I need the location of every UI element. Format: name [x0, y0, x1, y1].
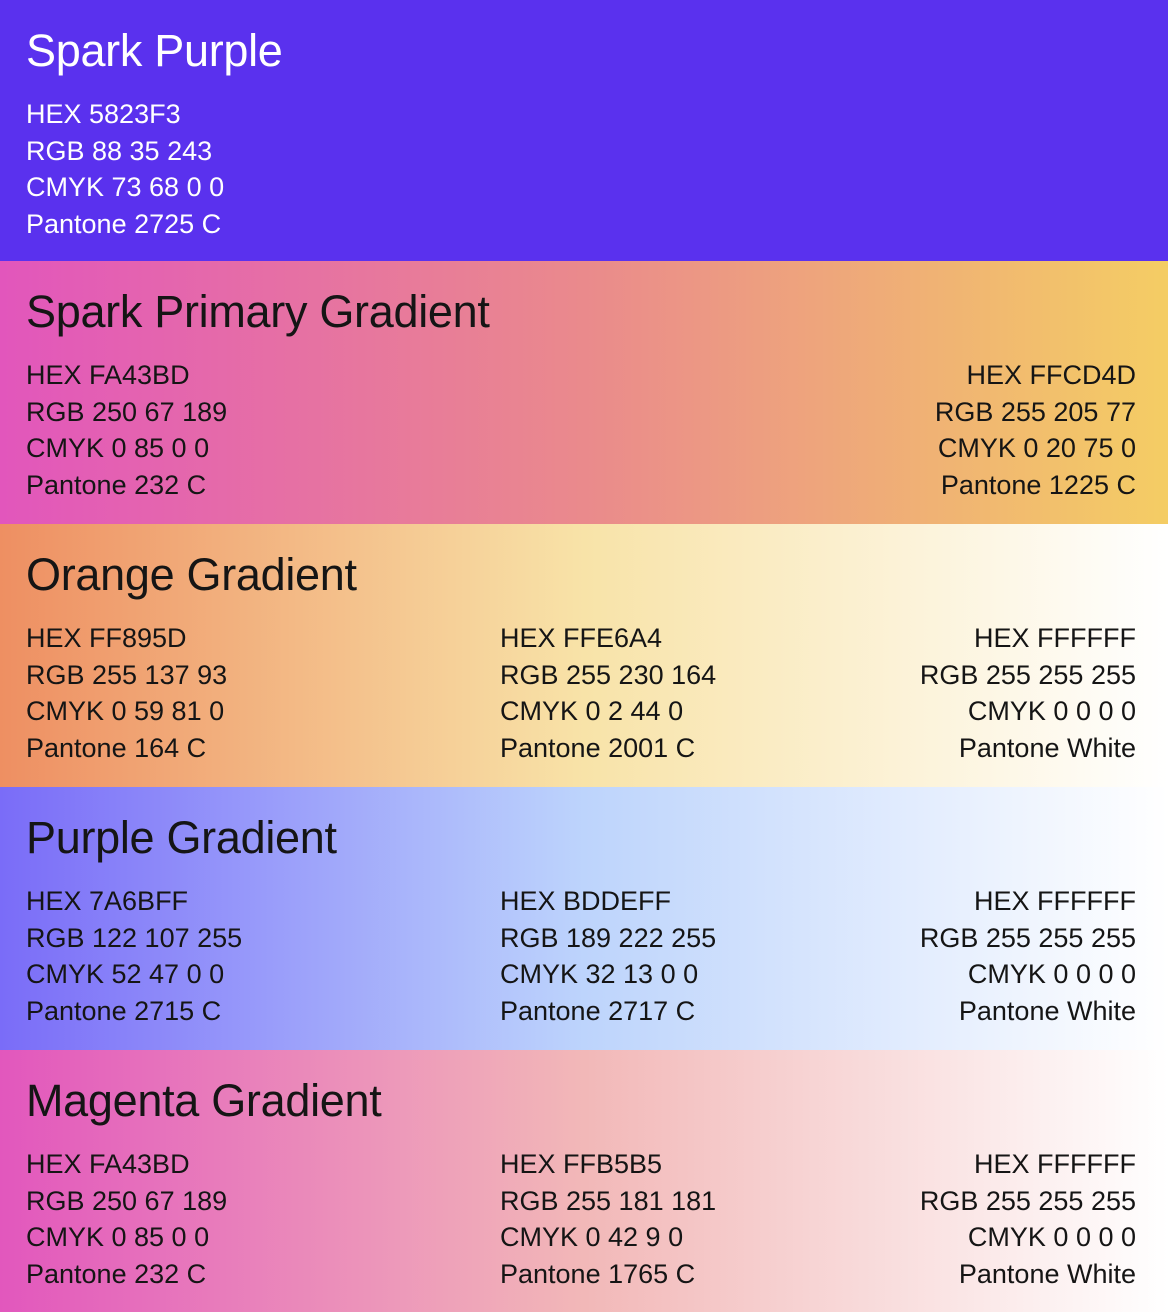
swatch-specs: HEX 5823F3 RGB 88 35 243 CMYK 73 68 0 0 Pan… [26, 96, 1136, 246]
pantone-value: Pantone White [958, 733, 1136, 764]
pantone-value: Pantone 2717 C [500, 996, 696, 1027]
swatch-specs: HEX FA43BD RGB 250 67 189 CMYK 0 85 0 0 Pan… [26, 357, 1136, 507]
section-title: Purple Gradient [26, 812, 337, 863]
hex-value: HEX FFE6A4 [500, 623, 663, 653]
cmyk-value: CMYK 0 0 0 0 [967, 959, 1136, 990]
swatch-spec: HEX 7A6BFF RGB 122 107 255 CMYK 52 47 0 0 P… [26, 883, 242, 1030]
cmyk-value: CMYK 52 47 0 0 [26, 959, 225, 990]
section-title: Magenta Gradient [26, 1075, 382, 1126]
cmyk-value: CMYK 0 0 0 0 [967, 1222, 1136, 1253]
swatch-spec: HEX FFE6A4 RGB 255 230 164 CMYK 0 2 44 0 Pa… [500, 620, 716, 767]
swatch-spec: HEX FA43BD RGB 250 67 189 CMYK 0 85 0 0 Pan… [26, 357, 227, 504]
cmyk-value: CMYK 0 42 9 0 [500, 1222, 684, 1253]
hex-value: HEX BDDEFF [500, 886, 672, 916]
section-title: Spark Purple [26, 25, 283, 76]
cmyk-value: CMYK 0 85 0 0 [26, 1222, 210, 1253]
hex-value: HEX FA43BD [26, 360, 190, 390]
rgb-value: RGB 255 230 164 [500, 659, 717, 690]
color-section-purple-gradient: Purple Gradient HEX 7A6BFF RGB 122 107 255… [0, 787, 1168, 1050]
pantone-value: Pantone 2001 C [500, 733, 696, 764]
swatch-spec: HEX FF895D RGB 255 137 93 CMYK 0 59 81 0 Pa… [26, 620, 227, 767]
swatch-spec: HEX BDDEFF RGB 189 222 255 CMYK 32 13 0 0 P… [500, 883, 716, 1030]
cmyk-value: CMYK 32 13 0 0 [500, 959, 699, 990]
swatch-spec: HEX FA43BD RGB 250 67 189 CMYK 0 85 0 0 Pan… [26, 1146, 227, 1293]
color-section-spark-purple: Spark Purple HEX 5823F3 RGB 88 35 243 CMYK … [0, 0, 1168, 261]
color-section-orange-gradient: Orange Gradient HEX FF895D RGB 255 137 93 C… [0, 524, 1168, 787]
swatch-spec: HEX 5823F3 RGB 88 35 243 CMYK 73 68 0 0 Pan… [26, 96, 224, 243]
hex-value: HEX FA43BD [26, 1149, 190, 1179]
hex-value: HEX FF895D [26, 623, 187, 653]
hex-value: HEX FFFFFF [974, 623, 1136, 653]
hex-value: HEX FFFFFF [974, 886, 1136, 916]
swatch-spec: HEX FFCD4D RGB 255 205 77 CMYK 0 20 75 0 Pa… [935, 357, 1136, 504]
rgb-value: RGB 250 67 189 [26, 1185, 228, 1216]
color-section-magenta-gradient: Magenta Gradient HEX FA43BD RGB 250 67 189… [0, 1050, 1168, 1312]
cmyk-value: CMYK 0 85 0 0 [26, 433, 210, 464]
swatch-specs: HEX FA43BD RGB 250 67 189 CMYK 0 85 0 0 Pan… [26, 1146, 1136, 1296]
swatch-spec: HEX FFFFFF RGB 255 255 255 CMYK 0 0 0 0 Pan… [920, 620, 1136, 767]
rgb-value: RGB 255 137 93 [26, 659, 228, 690]
pantone-value: Pantone 232 C [26, 470, 207, 501]
swatch-specs: HEX FF895D RGB 255 137 93 CMYK 0 59 81 0 Pa… [26, 620, 1136, 770]
hex-value: HEX FFCD4D [966, 360, 1136, 390]
section-title: Orange Gradient [26, 549, 357, 600]
rgb-value: RGB 250 67 189 [26, 396, 228, 427]
cmyk-value: CMYK 0 20 75 0 [937, 433, 1136, 464]
rgb-value: RGB 255 205 77 [934, 396, 1136, 427]
rgb-value: RGB 122 107 255 [26, 922, 243, 953]
rgb-value: RGB 88 35 243 [26, 135, 213, 166]
hex-value: HEX FFB5B5 [500, 1149, 663, 1179]
pantone-value: Pantone 2715 C [26, 996, 222, 1027]
swatch-specs: HEX 7A6BFF RGB 122 107 255 CMYK 52 47 0 0 P… [26, 883, 1136, 1033]
hex-value: HEX 7A6BFF [26, 886, 189, 916]
rgb-value: RGB 189 222 255 [500, 922, 717, 953]
pantone-value: Pantone 1765 C [500, 1259, 696, 1290]
swatch-spec: HEX FFFFFF RGB 255 255 255 CMYK 0 0 0 0 Pan… [920, 883, 1136, 1030]
swatch-spec: HEX FFB5B5 RGB 255 181 181 CMYK 0 42 9 0 Pa… [500, 1146, 716, 1293]
rgb-value: RGB 255 255 255 [919, 1185, 1136, 1216]
color-section-spark-primary-gradient: Spark Primary Gradient HEX FA43BD RGB 250 … [0, 261, 1168, 524]
pantone-value: Pantone 164 C [26, 733, 207, 764]
cmyk-value: CMYK 73 68 0 0 [26, 172, 225, 203]
swatch-spec: HEX FFFFFF RGB 255 255 255 CMYK 0 0 0 0 Pan… [920, 1146, 1136, 1293]
pantone-value: Pantone White [958, 996, 1136, 1027]
pantone-value: Pantone 232 C [26, 1259, 207, 1290]
rgb-value: RGB 255 181 181 [500, 1185, 717, 1216]
cmyk-value: CMYK 0 2 44 0 [500, 696, 684, 727]
cmyk-value: CMYK 0 59 81 0 [26, 696, 225, 727]
cmyk-value: CMYK 0 0 0 0 [967, 696, 1136, 727]
hex-value: HEX FFFFFF [974, 1149, 1136, 1179]
pantone-value: Pantone White [958, 1259, 1136, 1290]
hex-value: HEX 5823F3 [26, 99, 181, 129]
rgb-value: RGB 255 255 255 [919, 659, 1136, 690]
pantone-value: Pantone 1225 C [940, 470, 1136, 501]
rgb-value: RGB 255 255 255 [919, 922, 1136, 953]
section-title: Spark Primary Gradient [26, 286, 490, 337]
pantone-value: Pantone 2725 C [26, 209, 222, 240]
